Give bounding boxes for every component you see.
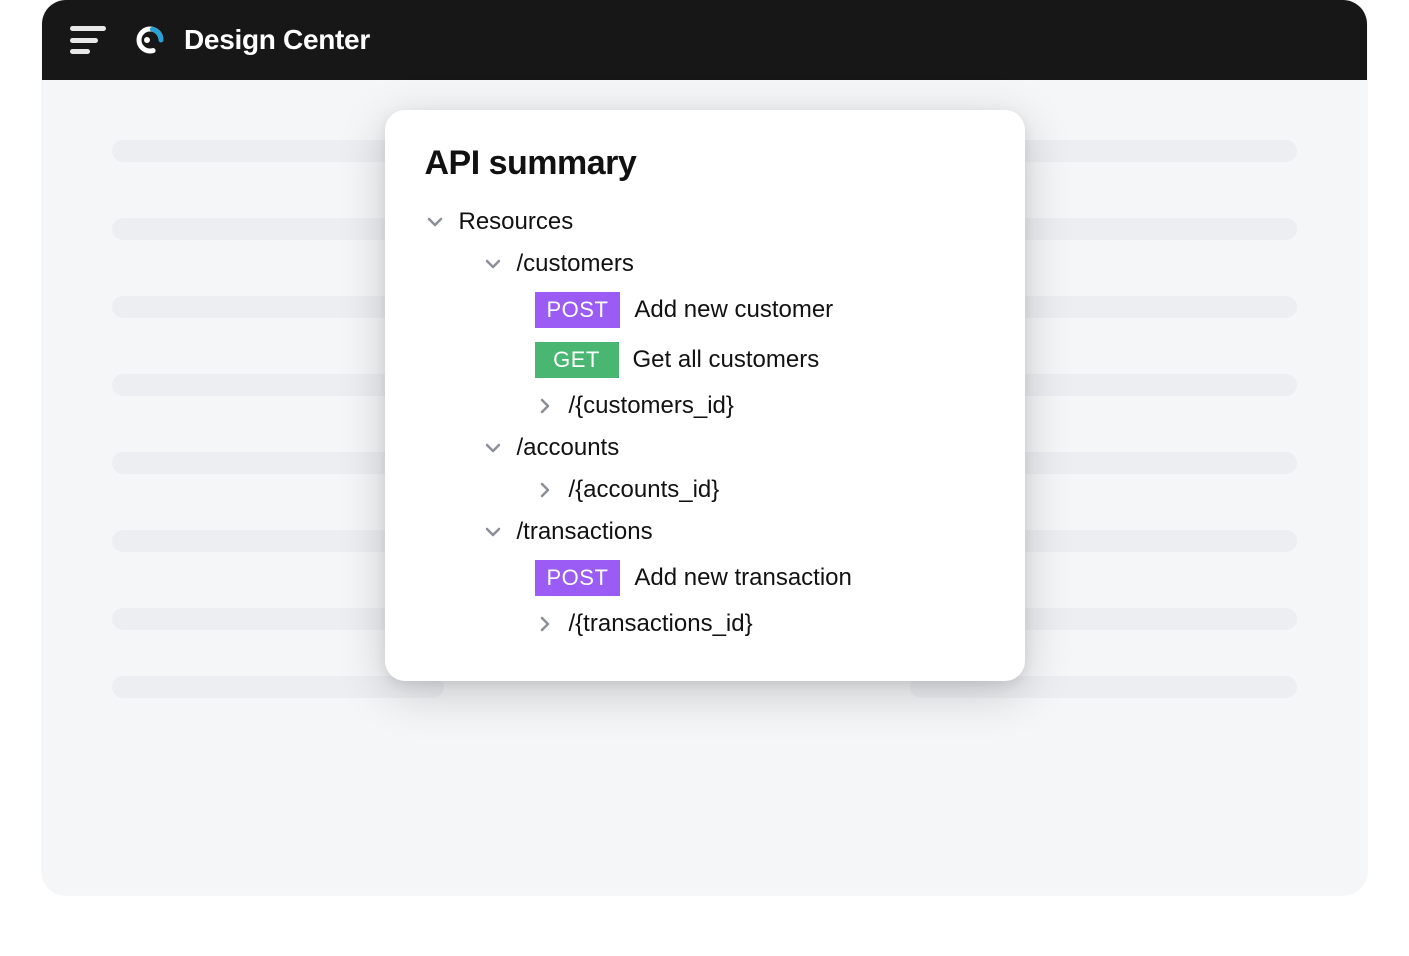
content-area: API summary Resources /customers POST Add … (42, 80, 1367, 895)
panel-title: API summary (425, 144, 985, 183)
api-summary-panel: API summary Resources /customers POST Add … (385, 110, 1025, 681)
app-brand[interactable]: Design Center (130, 20, 370, 60)
resource-path: /{accounts_id} (569, 476, 720, 504)
http-method-badge: POST (535, 292, 621, 328)
app-window: Design Center API summary Resources /cus… (42, 0, 1367, 895)
app-title: Design Center (184, 24, 370, 56)
tree-endpoint[interactable]: POST Add new transaction (425, 553, 985, 603)
endpoint-label: Add new transaction (634, 564, 851, 592)
endpoint-label: Get all customers (633, 346, 820, 374)
chevron-down-icon (483, 254, 503, 274)
resource-path: /customers (517, 250, 634, 278)
resource-path: /{transactions_id} (569, 610, 753, 638)
chevron-right-icon (535, 396, 555, 416)
http-method-badge: GET (535, 342, 619, 378)
chevron-down-icon (483, 522, 503, 542)
tree-subresource[interactable]: /{customers_id} (425, 385, 985, 427)
tree-endpoint[interactable]: POST Add new customer (425, 285, 985, 335)
section-label: Resources (459, 208, 574, 236)
chevron-down-icon (483, 438, 503, 458)
tree-subresource[interactable]: /{transactions_id} (425, 603, 985, 645)
tree-subresource[interactable]: /{accounts_id} (425, 469, 985, 511)
tree-resource[interactable]: /accounts (425, 427, 985, 469)
resource-path: /{customers_id} (569, 392, 734, 420)
chevron-right-icon (535, 614, 555, 634)
logo-icon (130, 20, 170, 60)
resource-path: /accounts (517, 434, 620, 462)
tree-resource[interactable]: /transactions (425, 511, 985, 553)
chevron-down-icon (425, 212, 445, 232)
endpoint-label: Add new customer (634, 296, 833, 324)
app-header: Design Center (42, 0, 1367, 80)
tree-section-resources[interactable]: Resources (425, 201, 985, 243)
http-method-badge: POST (535, 560, 621, 596)
resource-path: /transactions (517, 518, 653, 546)
chevron-right-icon (535, 480, 555, 500)
tree-endpoint[interactable]: GET Get all customers (425, 335, 985, 385)
menu-icon[interactable] (70, 26, 106, 54)
tree-resource[interactable]: /customers (425, 243, 985, 285)
